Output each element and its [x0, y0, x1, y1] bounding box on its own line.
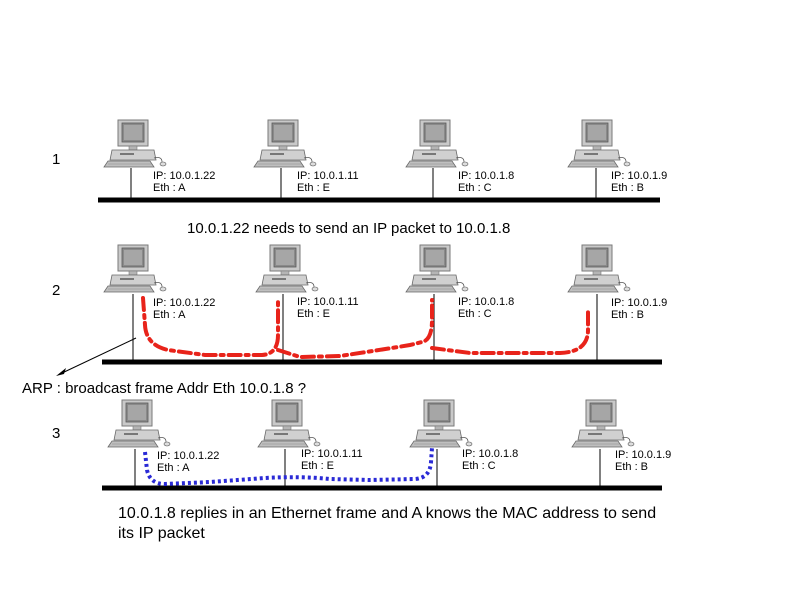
host-b: IP: 10.0.1.9 Eth : B	[571, 399, 671, 486]
reply-path	[143, 447, 434, 487]
host-eth-label: Eth : B	[611, 182, 644, 194]
host-ip-label: IP: 10.0.1.9	[611, 170, 667, 182]
host-a: IP: 10.0.1.22 Eth : A	[103, 119, 215, 198]
host-ip-label: IP: 10.0.1.11	[297, 296, 359, 308]
host-eth-label: Eth : B	[615, 461, 648, 473]
host-e: IP: 10.0.1.11 Eth : E	[255, 244, 359, 360]
host-a: IP: 10.0.1.22 Eth : A	[103, 244, 215, 360]
desktop-computer-icon	[571, 399, 635, 448]
desktop-computer-icon	[405, 244, 469, 293]
host-e: IP: 10.0.1.11 Eth : E	[257, 399, 363, 486]
host-a: IP: 10.0.1.22 Eth : A	[107, 399, 219, 486]
host-b: IP: 10.0.1.9 Eth : B	[567, 244, 667, 360]
host-c: IP: 10.0.1.8 Eth : C	[405, 119, 514, 198]
desktop-computer-icon	[405, 119, 469, 168]
caption-step1: 10.0.1.22 needs to send an IP packet to …	[187, 220, 510, 237]
host-eth-label: Eth : A	[153, 182, 186, 194]
host-b: IP: 10.0.1.9 Eth : B	[567, 119, 667, 198]
host-eth-label: Eth : B	[611, 309, 644, 321]
desktop-computer-icon	[567, 244, 631, 293]
host-ip-label: IP: 10.0.1.11	[301, 448, 363, 460]
desktop-computer-icon	[257, 399, 321, 448]
host-ip-label: IP: 10.0.1.8	[458, 296, 514, 308]
host-eth-label: Eth : A	[153, 309, 186, 321]
caption-reply-line1: 10.0.1.8 replies in an Ethernet frame an…	[118, 505, 656, 522]
host-e: IP: 10.0.1.11 Eth : E	[253, 119, 359, 198]
desktop-computer-icon	[255, 244, 319, 293]
desktop-computer-icon	[103, 119, 167, 168]
desktop-computer-icon	[567, 119, 631, 168]
host-ip-label: IP: 10.0.1.9	[615, 449, 671, 461]
scene-1: 1 IP: 10.0.1.22 Eth : A IP: 10.0.1.11 Et…	[52, 119, 667, 203]
desktop-computer-icon	[409, 399, 473, 448]
host-eth-label: Eth : A	[157, 462, 190, 474]
scene-3: 3 IP: 10.0.1.22 Eth : A IP: 10.0.1.11 Et…	[52, 399, 671, 491]
host-ip-label: IP: 10.0.1.11	[297, 170, 359, 182]
host-ip-label: IP: 10.0.1.22	[157, 450, 219, 462]
scene-number: 1	[52, 151, 60, 168]
scene-2: 2 IP: 10.0.1.22 Eth : A IP: 10.0.1.11 Et…	[52, 244, 667, 376]
arp-pointer-arrowhead	[56, 368, 66, 376]
host-c: IP: 10.0.1.8 Eth : C	[405, 244, 514, 360]
host-eth-label: Eth : C	[462, 460, 496, 472]
desktop-computer-icon	[103, 244, 167, 293]
host-eth-label: Eth : C	[458, 308, 492, 320]
host-ip-label: IP: 10.0.1.22	[153, 297, 215, 309]
caption-arp: ARP : broadcast frame Addr Eth 10.0.1.8 …	[22, 380, 306, 397]
desktop-computer-icon	[107, 399, 171, 448]
host-ip-label: IP: 10.0.1.8	[462, 448, 518, 460]
host-ip-label: IP: 10.0.1.9	[611, 297, 667, 309]
host-ip-label: IP: 10.0.1.22	[153, 170, 215, 182]
scene-number: 2	[52, 282, 60, 299]
host-eth-label: Eth : E	[297, 182, 330, 194]
host-ip-label: IP: 10.0.1.8	[458, 170, 514, 182]
host-eth-label: Eth : E	[297, 308, 330, 320]
broadcast-path	[141, 296, 590, 360]
arp-pointer-line	[59, 337, 137, 375]
host-eth-label: Eth : C	[458, 182, 492, 194]
host-eth-label: Eth : E	[301, 460, 334, 472]
caption-reply-line2: its IP packet	[118, 525, 205, 542]
scene-number: 3	[52, 425, 60, 442]
desktop-computer-icon	[253, 119, 317, 168]
host-c: IP: 10.0.1.8 Eth : C	[409, 399, 518, 486]
